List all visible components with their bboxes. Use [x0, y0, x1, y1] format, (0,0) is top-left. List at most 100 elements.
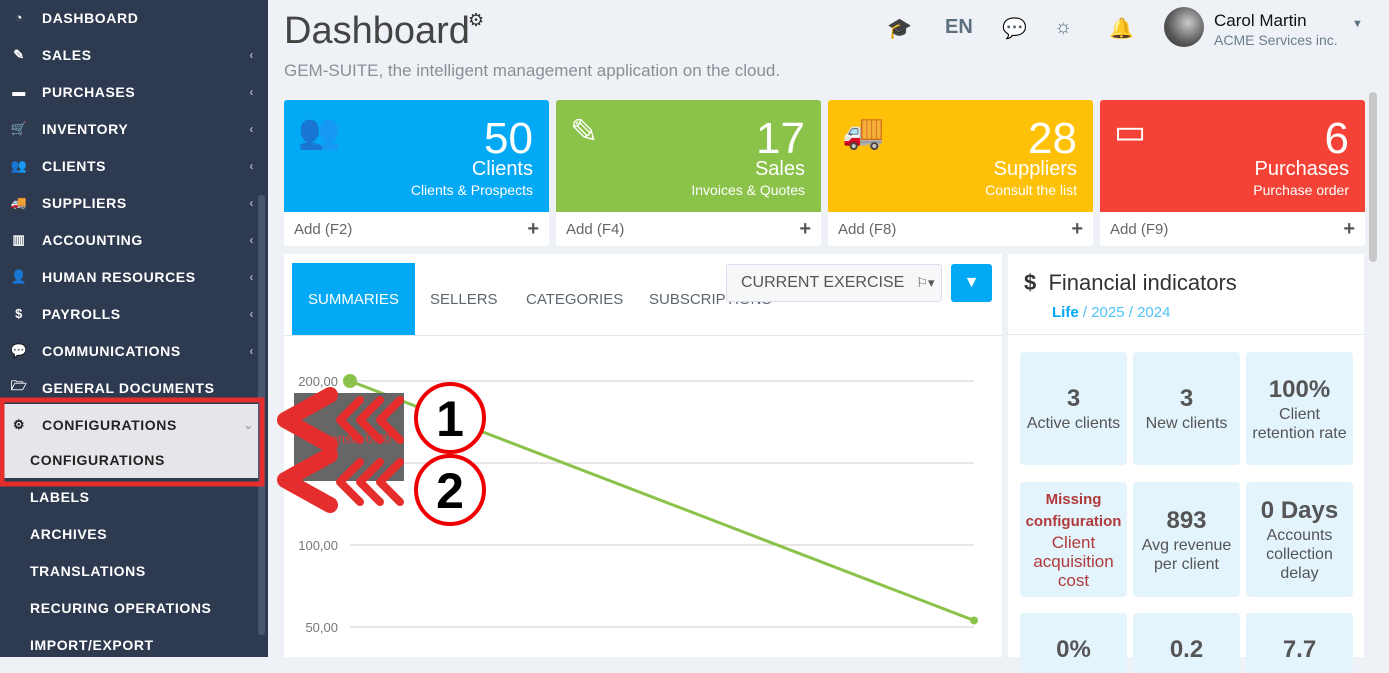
card-value: 17 — [756, 114, 805, 163]
period-2024[interactable]: 2024 — [1137, 304, 1171, 321]
credit-card-icon: ▭ — [1114, 113, 1147, 151]
sidebar-item-dashboard[interactable]: ◔ DASHBOARD — [0, 0, 262, 36]
tab-sellers[interactable]: SELLERS — [430, 290, 498, 308]
exercise-dropdown[interactable]: CURRENT EXERCISE ⚐▾ — [726, 264, 942, 302]
submenu-item-archives[interactable]: ARCHIVES — [30, 525, 108, 542]
sun-icon[interactable]: ☼ — [1054, 16, 1073, 38]
chevron-icon: ‹ — [249, 306, 254, 321]
sidebar-item-label: ACCOUNTING — [42, 231, 143, 248]
kpi-value: 0.2 — [1169, 636, 1204, 663]
plus-icon: + — [527, 217, 539, 240]
bell-icon[interactable]: 🔔 — [1109, 18, 1134, 40]
add-button[interactable]: Add (F8) + — [828, 212, 1093, 246]
kpi-value: 0% — [1056, 636, 1091, 663]
card-sublabel: Consult the list — [985, 182, 1077, 198]
add-label: Add (F8) — [838, 220, 897, 238]
bar-chart-icon: ▥ — [12, 231, 26, 247]
sidebar-item-suppliers[interactable]: 🚚 SUPPLIERS ‹ — [0, 184, 262, 221]
kpi-label: Client retention rate — [1252, 405, 1347, 442]
chat-icon[interactable]: 💬 — [1002, 18, 1027, 40]
add-button[interactable]: Add (F4) + — [556, 212, 821, 246]
sidebar-item-communications[interactable]: 💬 COMMUNICATIONS ‹ — [0, 332, 262, 369]
data-point[interactable] — [343, 374, 357, 388]
submenu-item-translations[interactable]: TRANSLATIONS — [30, 562, 146, 579]
kpi-tile: 100% Client retention rate — [1246, 352, 1353, 465]
edit-icon: ✎ — [13, 46, 25, 62]
chevron-icon: ‹ — [249, 121, 254, 136]
sidebar-item-label: PAYROLLS — [42, 305, 121, 322]
user-icon: 👤 — [10, 268, 28, 284]
period-selector: Life / 2025 / 2024 — [1052, 304, 1171, 321]
financial-title-text: Financial indicators — [1048, 270, 1237, 295]
sidebar-item-general-documents[interactable]: 🗁 GENERAL DOCUMENTS — [0, 369, 262, 406]
sidebar-item-label: SALES — [42, 46, 92, 63]
tab-categories[interactable]: CATEGORIES — [526, 290, 624, 308]
card-sales[interactable]: ✎ 17 Sales Invoices & Quotes Add (F4) + — [556, 100, 821, 246]
period-2025[interactable]: 2025 — [1091, 304, 1125, 321]
user-name[interactable]: Carol Martin — [1214, 11, 1307, 30]
filter-button[interactable]: ▼ — [951, 264, 992, 302]
sidebar-item-sales[interactable]: ✎ SALES ‹ — [0, 36, 262, 73]
cart-icon: 🛒 — [10, 120, 28, 136]
sidebar-item-purchases[interactable]: ▬ PURCHASES ‹ — [0, 73, 262, 110]
sidebar: ◔ DASHBOARD ✎ SALES ‹ ▬ PURCHASES ‹ 🛒 INVENTORY ‹ 👥… — [0, 0, 268, 657]
card-sublabel: Invoices & Quotes — [691, 182, 805, 198]
plus-icon: + — [1071, 217, 1083, 240]
add-label: Add (F4) — [566, 220, 625, 238]
submenu-item-configurations[interactable]: CONFIGURATIONS — [30, 451, 165, 468]
add-button[interactable]: Add (F9) + — [1100, 212, 1365, 246]
kpi-value: 7.7 — [1282, 636, 1317, 663]
truck-icon: 🚚 — [842, 113, 885, 151]
card-value: 6 — [1324, 114, 1349, 163]
kpi-tile: 0.2 — [1133, 613, 1240, 673]
submenu-item-import-export[interactable]: IMPORT/EXPORT — [30, 636, 154, 653]
add-label: Add (F2) — [294, 220, 353, 238]
language-selector[interactable]: EN — [945, 16, 973, 38]
sidebar-item-label: SUPPLIERS — [42, 194, 127, 211]
graduation-cap-icon[interactable]: 🎓 — [887, 18, 912, 40]
add-label: Add (F9) — [1110, 220, 1169, 238]
card-purchases[interactable]: ▭ 6 Purchases Purchase order Add (F9) + — [1100, 100, 1365, 246]
add-button[interactable]: Add (F2) + — [284, 212, 549, 246]
chevron-icon: ‹ — [249, 343, 254, 358]
y-tick-label: 100,00 — [298, 538, 338, 553]
card-label: Purchases — [1254, 158, 1350, 180]
chart-tooltip: Expense: 0.00 — [294, 393, 404, 481]
chevron-down-icon[interactable]: ▼ — [1352, 18, 1363, 30]
page-settings-icon[interactable]: ⚙ — [468, 10, 485, 30]
data-point[interactable] — [970, 616, 978, 625]
plus-icon: + — [799, 217, 811, 240]
sidebar-item-accounting[interactable]: ▥ ACCOUNTING ‹ — [0, 221, 262, 258]
submenu-item-recuring-operations[interactable]: RECURING OPERATIONS — [30, 599, 212, 616]
sidebar-item-configurations[interactable]: ⚙ CONFIGURATIONS ⌄ — [0, 406, 262, 443]
sidebar-item-label: INVENTORY — [42, 120, 129, 137]
sidebar-item-clients[interactable]: 👥 CLIENTS ‹ — [0, 147, 262, 184]
divider — [284, 335, 1002, 336]
sidebar-item-human-resources[interactable]: 👤 HUMAN RESOURCES ‹ — [0, 258, 262, 295]
y-tick-label: 50,00 — [305, 620, 338, 635]
kpi-warning: Missing configuration — [1025, 491, 1122, 530]
kpi-label: Active clients — [1026, 415, 1121, 432]
sidebar-item-payrolls[interactable]: $ PAYROLLS ‹ — [0, 295, 262, 332]
sidebar-item-inventory[interactable]: 🛒 INVENTORY ‹ — [0, 110, 262, 147]
page-scrollbar[interactable] — [1369, 92, 1377, 262]
kpi-value: 3 — [1066, 385, 1081, 412]
sidebar-scrollbar[interactable] — [258, 195, 265, 635]
avatar[interactable] — [1164, 7, 1204, 47]
card-suppliers[interactable]: 🚚 28 Suppliers Consult the list Add (F8) + — [828, 100, 1093, 246]
tab-summaries[interactable]: SUMMARIES — [292, 263, 415, 335]
plus-icon: + — [1343, 217, 1355, 240]
sidebar-item-label: GENERAL DOCUMENTS — [42, 379, 215, 396]
card-clients[interactable]: 👥 50 Clients Clients & Prospects Add (F2) + — [284, 100, 549, 246]
kpi-tile: 0% — [1020, 613, 1127, 673]
period-life[interactable]: Life — [1052, 304, 1079, 321]
credit-card-icon: ▬ — [12, 84, 26, 99]
submenu-item-labels[interactable]: LABELS — [30, 488, 90, 505]
kpi-label: Avg revenue per client — [1141, 536, 1232, 573]
sidebar-item-label: CONFIGURATIONS — [42, 416, 177, 433]
chevron-icon: ‹ — [249, 195, 254, 210]
kpi-value: 0 Days — [1260, 497, 1339, 524]
card-label: Sales — [754, 158, 805, 180]
dollar-icon: $ — [15, 306, 23, 321]
kpi-value: 100% — [1268, 375, 1331, 403]
